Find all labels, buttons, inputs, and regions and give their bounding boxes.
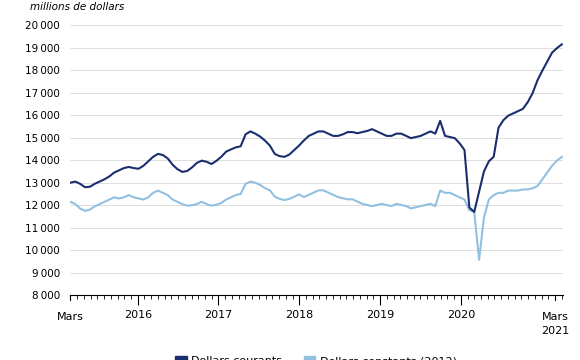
Text: millions de dollars: millions de dollars	[30, 2, 124, 12]
Text: Mars: Mars	[57, 312, 84, 322]
Text: 2021: 2021	[541, 326, 569, 336]
Text: Mars: Mars	[542, 312, 568, 322]
Legend: Dollars courants, Dollars constants (2012): Dollars courants, Dollars constants (201…	[171, 351, 461, 360]
